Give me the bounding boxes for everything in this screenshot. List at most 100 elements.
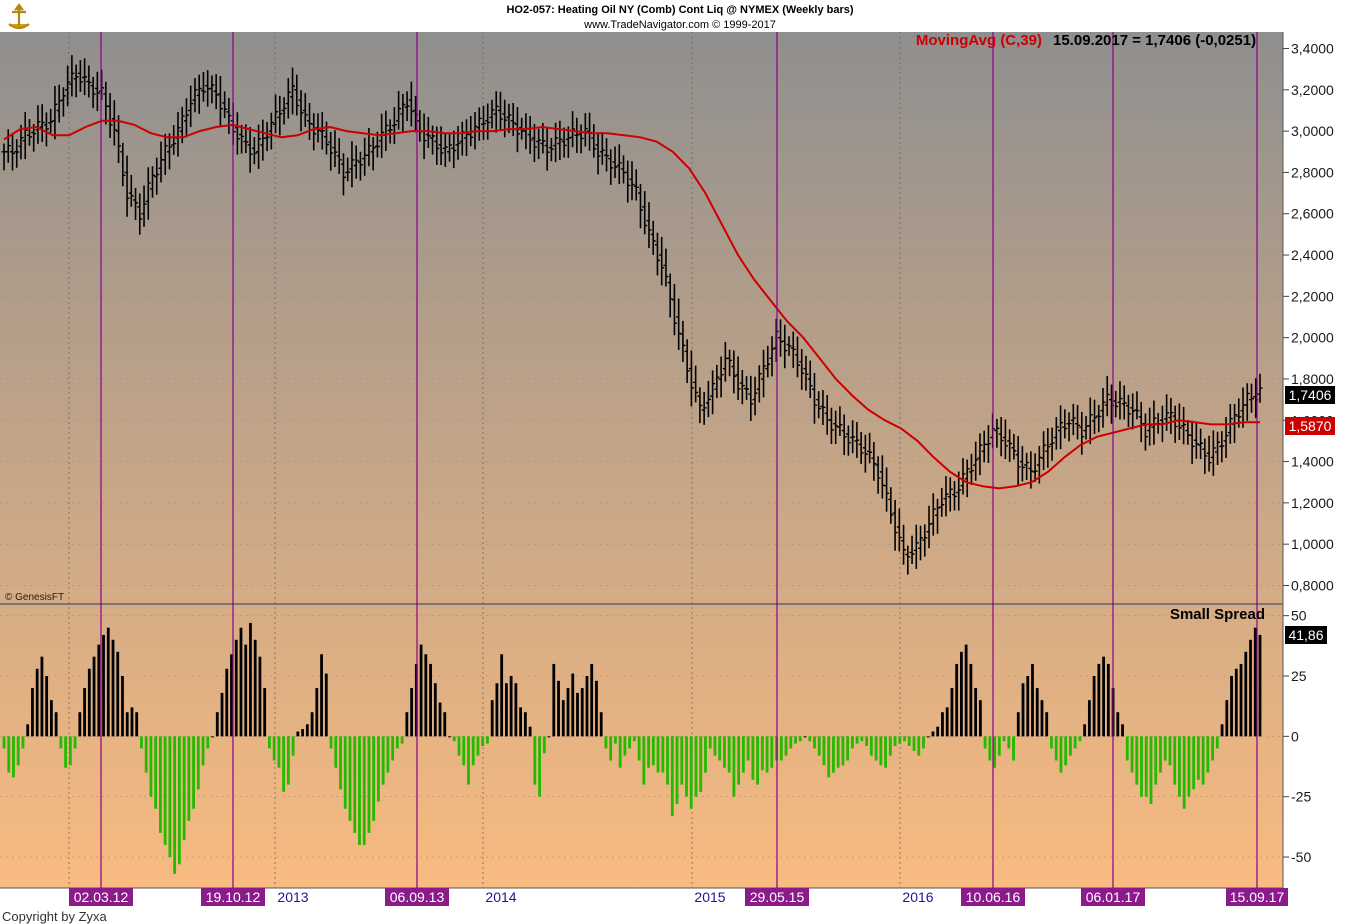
histogram-bar — [964, 644, 968, 737]
histogram-bar — [130, 707, 134, 737]
histogram-bar — [1121, 724, 1124, 737]
histogram-bar — [272, 736, 276, 761]
price-tick-label: 1,4000 — [1291, 454, 1334, 470]
histogram-bar — [604, 736, 608, 749]
histogram-bar — [798, 736, 802, 742]
histogram-bar — [770, 736, 774, 768]
histogram-bar — [993, 736, 996, 768]
histogram-bar — [945, 707, 949, 737]
histogram-bar — [1035, 688, 1039, 737]
histogram-bar — [794, 736, 797, 744]
histogram-y-ticks: 50 25 0 -25 -50 — [1283, 608, 1311, 865]
histogram-bar — [846, 736, 850, 761]
histogram-bar — [1173, 736, 1177, 785]
year-label: 2016 — [902, 889, 933, 905]
histogram-bar — [486, 736, 489, 744]
histogram-bar — [547, 736, 551, 738]
histogram-bar — [988, 736, 992, 761]
histogram-bar — [258, 656, 262, 737]
histogram-bar — [1220, 724, 1224, 737]
histogram-bar — [343, 736, 347, 809]
price-bars — [1, 55, 1263, 575]
histogram-bar — [21, 736, 25, 749]
histogram-bar — [1215, 736, 1219, 749]
histogram-bar — [448, 736, 451, 738]
date-marker-tag — [745, 888, 809, 906]
histogram-bar — [888, 736, 892, 756]
histogram-bar — [220, 692, 224, 737]
histogram-bar — [1087, 700, 1091, 737]
date-marker-label: 10.06.16 — [966, 889, 1021, 905]
histogram-bar — [87, 668, 91, 737]
histogram-bar — [481, 736, 485, 746]
histogram-bar — [429, 663, 432, 737]
histogram-bar — [1201, 736, 1205, 785]
date-marker-tag — [69, 888, 133, 906]
histogram-bar — [73, 736, 77, 749]
histogram-bar — [1244, 651, 1248, 737]
histogram-bar — [580, 688, 584, 737]
histogram-bar — [1040, 700, 1044, 737]
histogram-bar — [291, 736, 295, 756]
histogram-bar — [348, 736, 352, 821]
histogram-bar — [1135, 736, 1139, 785]
histogram-bar — [64, 736, 68, 768]
histogram-bar — [505, 683, 508, 737]
date-marker-tag — [385, 888, 449, 906]
histogram-bar — [713, 736, 717, 756]
histogram-bar — [936, 726, 940, 737]
histogram-bar — [1187, 736, 1191, 797]
histogram-bar — [192, 736, 195, 809]
histogram-bar — [144, 736, 148, 773]
histogram-bar — [187, 736, 191, 821]
histogram-bar — [476, 736, 480, 756]
histogram-bar — [1178, 736, 1181, 797]
histogram-bar — [277, 736, 281, 768]
histogram-bar — [1182, 736, 1186, 809]
histogram-bar — [1168, 736, 1172, 766]
histogram-bar — [557, 680, 560, 737]
histogram-bar — [1002, 736, 1006, 742]
histogram-bar — [860, 736, 864, 742]
histogram-bar — [808, 736, 812, 742]
histogram-bar — [1083, 724, 1087, 737]
histogram-bar — [40, 656, 44, 737]
histogram-bar — [405, 712, 409, 737]
histogram-bar — [12, 736, 15, 778]
histogram-bar — [305, 724, 309, 737]
date-marker-label: 15.09.17 — [1230, 889, 1285, 905]
app-logo-icon[interactable] — [4, 3, 34, 30]
histogram-bar — [1007, 736, 1011, 749]
histogram-bar — [215, 712, 219, 737]
histogram-bar — [125, 712, 129, 737]
histogram-bar — [614, 736, 617, 744]
histogram-bar — [651, 736, 655, 766]
histogram-bar — [1073, 736, 1077, 749]
histogram-bar — [898, 736, 902, 744]
moving-avg-tag: 1,5870 — [1285, 417, 1335, 435]
price-y-ticks: 3,4000 3,2000 3,0000 2,8000 2,6000 2,4000 2,20… — [1283, 41, 1334, 593]
histogram-bar — [817, 736, 821, 756]
histogram-bar — [955, 663, 959, 737]
histogram-bar — [97, 644, 101, 737]
svg-text:41,86: 41,86 — [1288, 627, 1323, 643]
year-label: 2014 — [485, 889, 516, 905]
histogram-bar — [1234, 668, 1238, 737]
histogram-bar — [642, 736, 646, 785]
indicator-reading: 15.09.2017 = 1,7406 (-0,0251) — [1053, 32, 1256, 49]
y-axis-background — [1283, 32, 1359, 888]
histogram-bar — [196, 736, 200, 790]
histogram-bar — [666, 736, 669, 785]
histogram-bar — [523, 712, 527, 737]
watermark-text: © GenesisFT — [5, 592, 64, 603]
histogram-bar — [893, 736, 897, 746]
histogram-bar — [16, 736, 20, 766]
histogram-bar — [836, 736, 840, 768]
price-tick-label: 3,0000 — [1291, 123, 1334, 139]
histogram-bar — [1206, 736, 1210, 773]
price-tick-label: 2,4000 — [1291, 247, 1334, 263]
histogram-bar — [154, 736, 158, 809]
histogram-bar — [741, 736, 745, 773]
histogram-bar — [822, 736, 826, 766]
histogram-bar — [59, 736, 63, 749]
